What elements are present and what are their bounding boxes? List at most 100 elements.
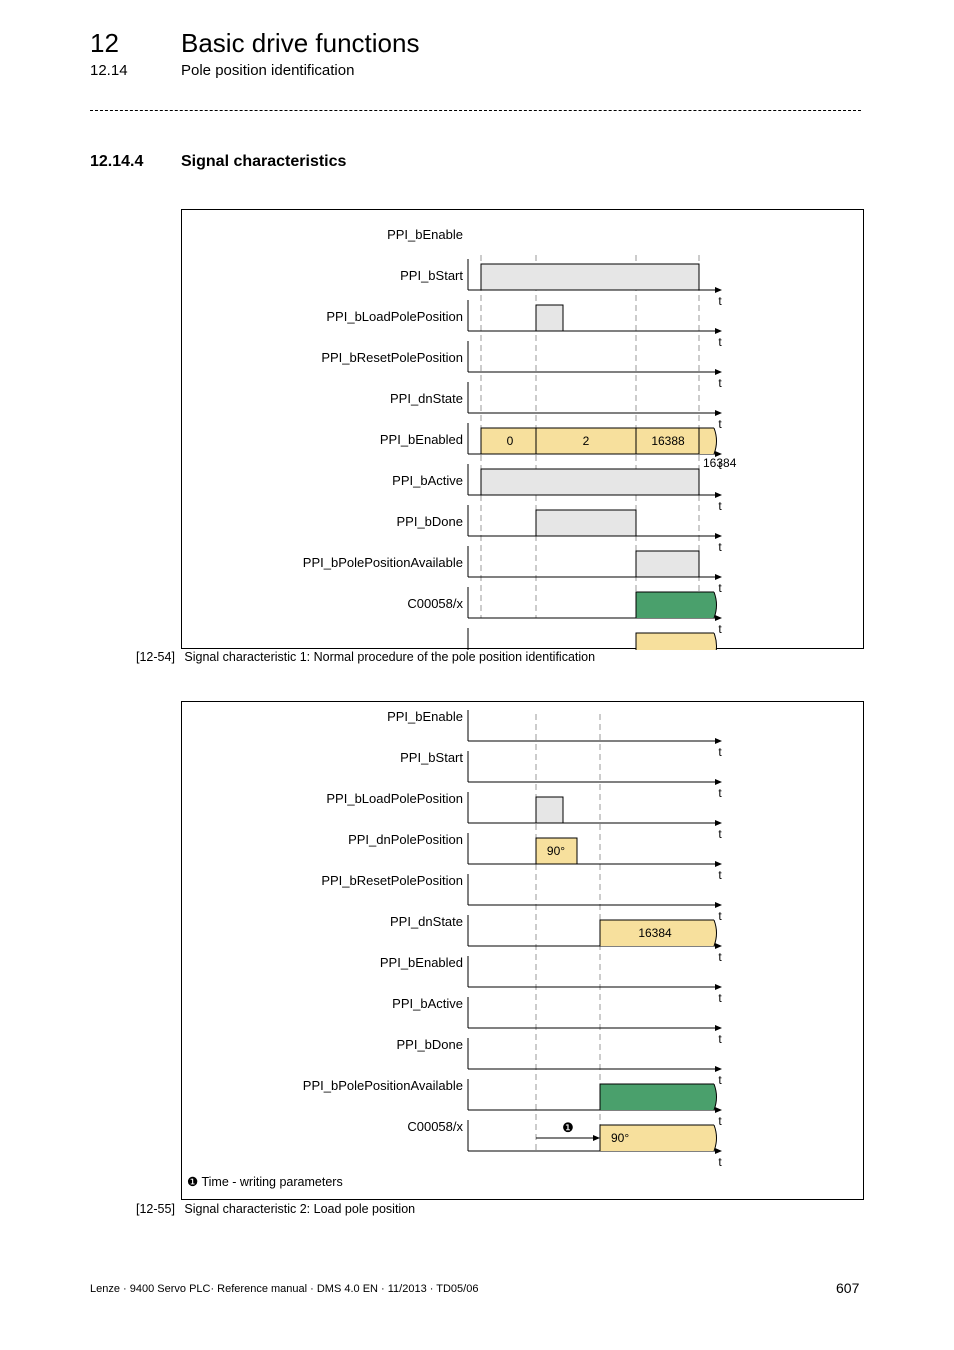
time-axis-label: t [718, 458, 722, 472]
time-axis-arrow-icon [715, 738, 722, 744]
available-pulse [636, 592, 717, 618]
time-axis-arrow-icon [715, 328, 722, 334]
time-axis-label: t [718, 622, 722, 636]
time-axis-arrow-icon [715, 410, 722, 416]
time-axis-label: t [718, 1114, 722, 1128]
signal-label: PPI_bStart [400, 750, 463, 765]
signal-label: PPI_bDone [397, 1037, 464, 1052]
signal-label: PPI_dnState [390, 914, 463, 929]
c00058-pulse [600, 1125, 717, 1151]
c00058-pulse-edge [599, 1124, 714, 1151]
signal-label: PPI_bPolePositionAvailable [303, 555, 463, 570]
state-value-label: 0 [507, 434, 514, 448]
chapter-title: Basic drive functions [181, 28, 420, 58]
subsection-title: Signal characteristics [181, 153, 347, 170]
time-axis-label: t [718, 1032, 722, 1046]
signal-label: PPI_bDone [397, 514, 464, 529]
timing-diagram-1: PPI_bEnable t PPI_bStart t PPI_bLoadPolePosi… [181, 209, 864, 677]
c00058-value-label: 90° [611, 1131, 629, 1145]
signal-label: PPI_bResetPolePosition [321, 350, 463, 365]
time-axis-label: t [718, 1155, 722, 1169]
state-value-label: 2 [583, 434, 590, 448]
time-axis-arrow-icon [715, 1148, 722, 1154]
state-segment-open-break [713, 427, 717, 455]
section-title: Pole position identification [181, 62, 355, 79]
state-value-label: 16384 [703, 456, 737, 470]
state-segment [535, 427, 637, 455]
time-axis-arrow-icon [715, 492, 722, 498]
active-pulse [535, 509, 637, 537]
signal-label: PPI_bStart [400, 268, 463, 283]
time-axis-arrow-icon [715, 1025, 722, 1031]
signal-label: C00058/x [407, 1119, 463, 1134]
done-pulse [635, 550, 700, 578]
marker-1-icon: ❶ [562, 1120, 574, 1135]
state-segment-open-break [713, 919, 717, 947]
state-segment-open [600, 920, 717, 946]
subsection-number: 12.14.4 [90, 153, 144, 170]
marker-1-icon: ❶ [187, 1175, 199, 1189]
load-pole-position-pulse [535, 796, 564, 824]
time-axis-arrow-icon [715, 574, 722, 580]
figure-caption-1-tag: [12-54] [136, 650, 175, 664]
write-time-arrow-head-icon [593, 1135, 600, 1141]
figure-caption-1: [12-54] Signal characteristic 1: Normal … [136, 650, 595, 664]
time-axis-label: t [718, 499, 722, 513]
figure-caption-1-text: Signal characteristic 1: Normal procedur… [184, 650, 596, 664]
time-axis-arrow-icon [715, 615, 722, 621]
pole-position-value-label: 90° [547, 844, 565, 858]
signal-label: PPI_bActive [392, 473, 463, 488]
time-axis-arrow-icon [715, 287, 722, 293]
signal-label: PPI_dnPolePosition [348, 832, 463, 847]
time-axis-arrow-icon [715, 779, 722, 785]
signal-label: C00058/x [407, 596, 463, 611]
time-axis-label: t [718, 991, 722, 1005]
time-axis-label: t [718, 868, 722, 882]
signal-label: PPI_bLoadPolePosition [326, 791, 463, 806]
page-number: 607 [836, 1280, 860, 1296]
enable-pulse [480, 263, 700, 291]
signal-label: PPI_bEnable [387, 709, 463, 724]
time-axis-label: t [718, 540, 722, 554]
figure-caption-2-text: Signal characteristic 2: Load pole posit… [184, 1202, 416, 1216]
signal-label: PPI_bEnabled [380, 955, 463, 970]
time-axis-label: t [718, 335, 722, 349]
time-axis-label: t [718, 581, 722, 595]
start-pulse [535, 304, 564, 332]
available-pulse [600, 1084, 717, 1110]
available-pulse-break [713, 1083, 717, 1111]
signal-label: PPI_bPolePositionAvailable [303, 1078, 463, 1093]
state-segment-open-edge [599, 919, 714, 946]
time-axis-arrow-icon [715, 902, 722, 908]
time-axis-arrow-icon [715, 533, 722, 539]
footer-text: Lenze · 9400 Servo PLC· Reference manual… [90, 1283, 479, 1295]
header-divider [90, 110, 861, 111]
state-value-label: 16384 [638, 926, 672, 940]
time-axis-label: t [718, 745, 722, 759]
timing-diagram-2: PPI_bEnable t PPI_bStart t PPI_bLoadPolePosi… [181, 701, 864, 1200]
time-axis-arrow-icon [715, 820, 722, 826]
time-axis-arrow-icon [715, 984, 722, 990]
time-axis-arrow-icon [715, 861, 722, 867]
available-pulse-edge [635, 591, 714, 618]
time-axis-label: t [718, 1073, 722, 1087]
time-axis-label: t [718, 376, 722, 390]
time-axis-arrow-icon [715, 943, 722, 949]
time-axis-arrow-icon [715, 451, 722, 457]
pole-position-value-box [535, 837, 578, 865]
time-axis-label: t [718, 294, 722, 308]
signal-label: PPI_bResetPolePosition [321, 873, 463, 888]
time-axis-arrow-icon [715, 1107, 722, 1113]
time-axis-arrow-icon [715, 1066, 722, 1072]
available-pulse-break [713, 591, 717, 619]
signal-label: PPI_bActive [392, 996, 463, 1011]
time-axis-label: t [718, 909, 722, 923]
signal-label: PPI_bEnable [387, 227, 463, 242]
state-value-label: 16388 [651, 434, 685, 448]
signal-label: PPI_dnState [390, 391, 463, 406]
state-segment-open [699, 428, 717, 454]
time-axis-label: t [718, 417, 722, 431]
legend-note-text: Time - writing parameters [201, 1175, 343, 1189]
figure-caption-2: [12-55] Signal characteristic 2: Load po… [136, 1202, 415, 1216]
